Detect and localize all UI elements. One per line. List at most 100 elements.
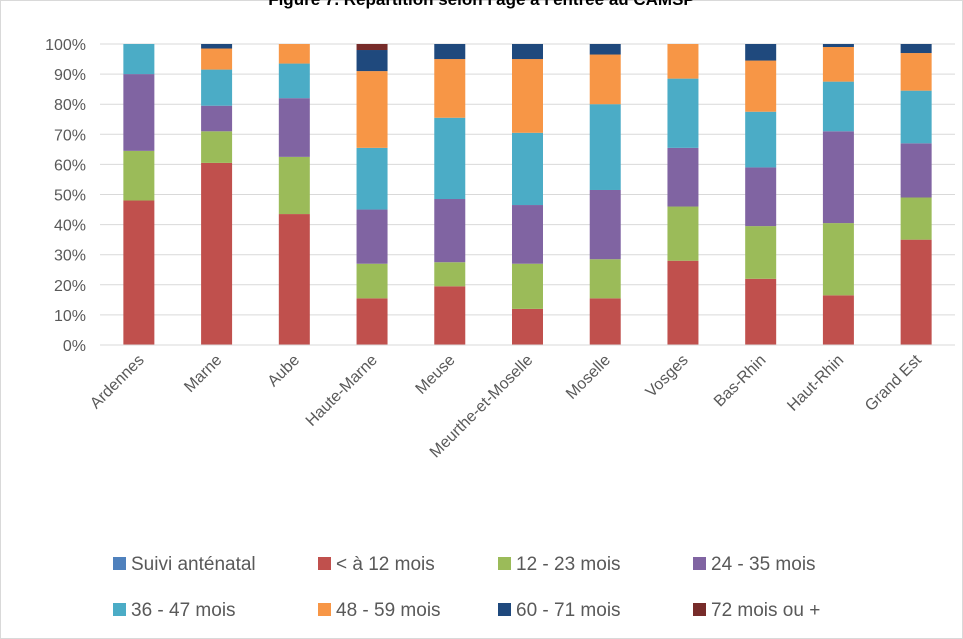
legend-label: Suivi anténatal bbox=[131, 554, 256, 575]
bar-segment bbox=[356, 147, 388, 210]
bar-segment bbox=[512, 59, 543, 133]
legend-swatch bbox=[693, 557, 706, 570]
bar-segment bbox=[278, 63, 310, 99]
legend-swatch bbox=[498, 603, 511, 616]
x-tick-label: Aube bbox=[265, 352, 304, 391]
bar-segment bbox=[822, 131, 854, 224]
x-tick-label: Haute-Marne bbox=[303, 352, 381, 430]
bar-segment bbox=[123, 200, 155, 345]
bar-segment bbox=[589, 54, 621, 105]
bar-segment bbox=[278, 98, 310, 157]
x-tick-label: Moselle bbox=[563, 352, 614, 403]
legend-label: 72 mois ou + bbox=[711, 600, 820, 621]
bar-segment bbox=[201, 131, 233, 163]
bar-segment bbox=[356, 50, 388, 72]
bar-segment bbox=[356, 298, 388, 345]
bar-segment bbox=[278, 156, 310, 215]
bar-segment bbox=[589, 298, 621, 345]
bar-segment bbox=[434, 262, 466, 287]
bar-segment bbox=[201, 105, 233, 132]
x-tick-label: Grand Est bbox=[862, 351, 925, 414]
bar-segment bbox=[667, 206, 699, 261]
bar-segment bbox=[434, 117, 466, 200]
y-tick-label: 60% bbox=[54, 157, 86, 174]
bar-segment bbox=[822, 47, 854, 82]
bar-segment bbox=[745, 226, 777, 279]
bar-segment bbox=[278, 214, 310, 345]
y-axis-ticks: 0% 10% 20% 30% 40% 50% 60% 70% 80% 90% 100% bbox=[45, 37, 86, 355]
bar-segment bbox=[822, 295, 854, 345]
bar-segment bbox=[745, 60, 777, 112]
legend-swatch bbox=[318, 557, 331, 570]
bar-segment bbox=[356, 263, 388, 299]
x-tick-label: Bas-Rhin bbox=[711, 352, 770, 411]
bar-segment bbox=[667, 44, 699, 79]
legend-label: 36 - 47 mois bbox=[131, 600, 236, 621]
y-tick-label: 100% bbox=[45, 37, 86, 54]
bar-segment bbox=[900, 90, 932, 144]
legend-label: 48 - 59 mois bbox=[336, 600, 441, 621]
bar-segment bbox=[900, 143, 932, 198]
bar-segment bbox=[512, 263, 543, 309]
bar-segment bbox=[900, 44, 932, 54]
bar-segment bbox=[822, 223, 854, 296]
legend: Suivi anténatal < à 12 mois 12 - 23 mois 24… bbox=[113, 554, 820, 621]
y-tick-label: 90% bbox=[54, 67, 86, 84]
legend-swatch bbox=[113, 603, 126, 616]
x-tick-label: Vosges bbox=[643, 352, 692, 401]
legend-label: < à 12 mois bbox=[336, 554, 435, 575]
bar-segment bbox=[822, 44, 854, 48]
legend-swatch bbox=[318, 603, 331, 616]
y-tick-label: 10% bbox=[54, 308, 86, 325]
bar-segment bbox=[745, 111, 777, 168]
x-tick-label: Meuse bbox=[413, 352, 459, 398]
bar-segment bbox=[512, 44, 543, 60]
bar-segment bbox=[900, 53, 932, 91]
bar-segment bbox=[512, 132, 543, 206]
bar-segment bbox=[512, 205, 543, 264]
x-tick-label: Ardennes bbox=[87, 352, 147, 412]
y-tick-label: 40% bbox=[54, 218, 86, 235]
bar-segment bbox=[900, 197, 932, 240]
chart-title: Figure 7. Répartition selon l'âge à l'en… bbox=[0, 0, 963, 10]
bar-segment bbox=[512, 308, 543, 345]
bar-segment bbox=[356, 44, 388, 51]
y-tick-label: 30% bbox=[54, 248, 86, 265]
bar-segment bbox=[434, 286, 466, 345]
bar-segment bbox=[589, 189, 621, 260]
y-tick-label: 80% bbox=[54, 97, 86, 114]
bar-segment bbox=[667, 78, 699, 148]
bar-segment bbox=[667, 147, 699, 207]
bars bbox=[123, 44, 932, 345]
legend-swatch bbox=[498, 557, 511, 570]
bar-segment bbox=[434, 44, 466, 60]
legend-label: 24 - 35 mois bbox=[711, 554, 816, 575]
bar-segment bbox=[745, 278, 777, 345]
legend-label: 12 - 23 mois bbox=[516, 554, 621, 575]
bar-segment bbox=[201, 48, 233, 70]
y-tick-label: 0% bbox=[63, 338, 86, 355]
bar-segment bbox=[201, 69, 233, 106]
bar-segment bbox=[589, 259, 621, 299]
bar-segment bbox=[589, 44, 621, 55]
x-tick-label: Haut-Rhin bbox=[784, 352, 847, 415]
bar-segment bbox=[278, 44, 310, 64]
x-axis-categories: Ardennes Marne Aube Haute-Marne MeuseMeurthe… bbox=[87, 351, 925, 461]
bar-segment bbox=[123, 74, 155, 151]
legend-label: 60 - 71 mois bbox=[516, 600, 621, 621]
bar-segment bbox=[434, 59, 466, 118]
bar-segment bbox=[356, 71, 388, 148]
bar-segment bbox=[900, 239, 932, 345]
bar-segment bbox=[589, 104, 621, 190]
bar-segment bbox=[201, 44, 233, 49]
x-tick-label: Marne bbox=[181, 352, 225, 396]
y-tick-label: 70% bbox=[54, 127, 86, 144]
y-tick-label: 20% bbox=[54, 278, 86, 295]
y-tick-label: 50% bbox=[54, 188, 86, 205]
bar-segment bbox=[434, 199, 466, 263]
bar-segment bbox=[822, 81, 854, 132]
bar-segment bbox=[123, 44, 155, 75]
bar-segment bbox=[201, 162, 233, 345]
